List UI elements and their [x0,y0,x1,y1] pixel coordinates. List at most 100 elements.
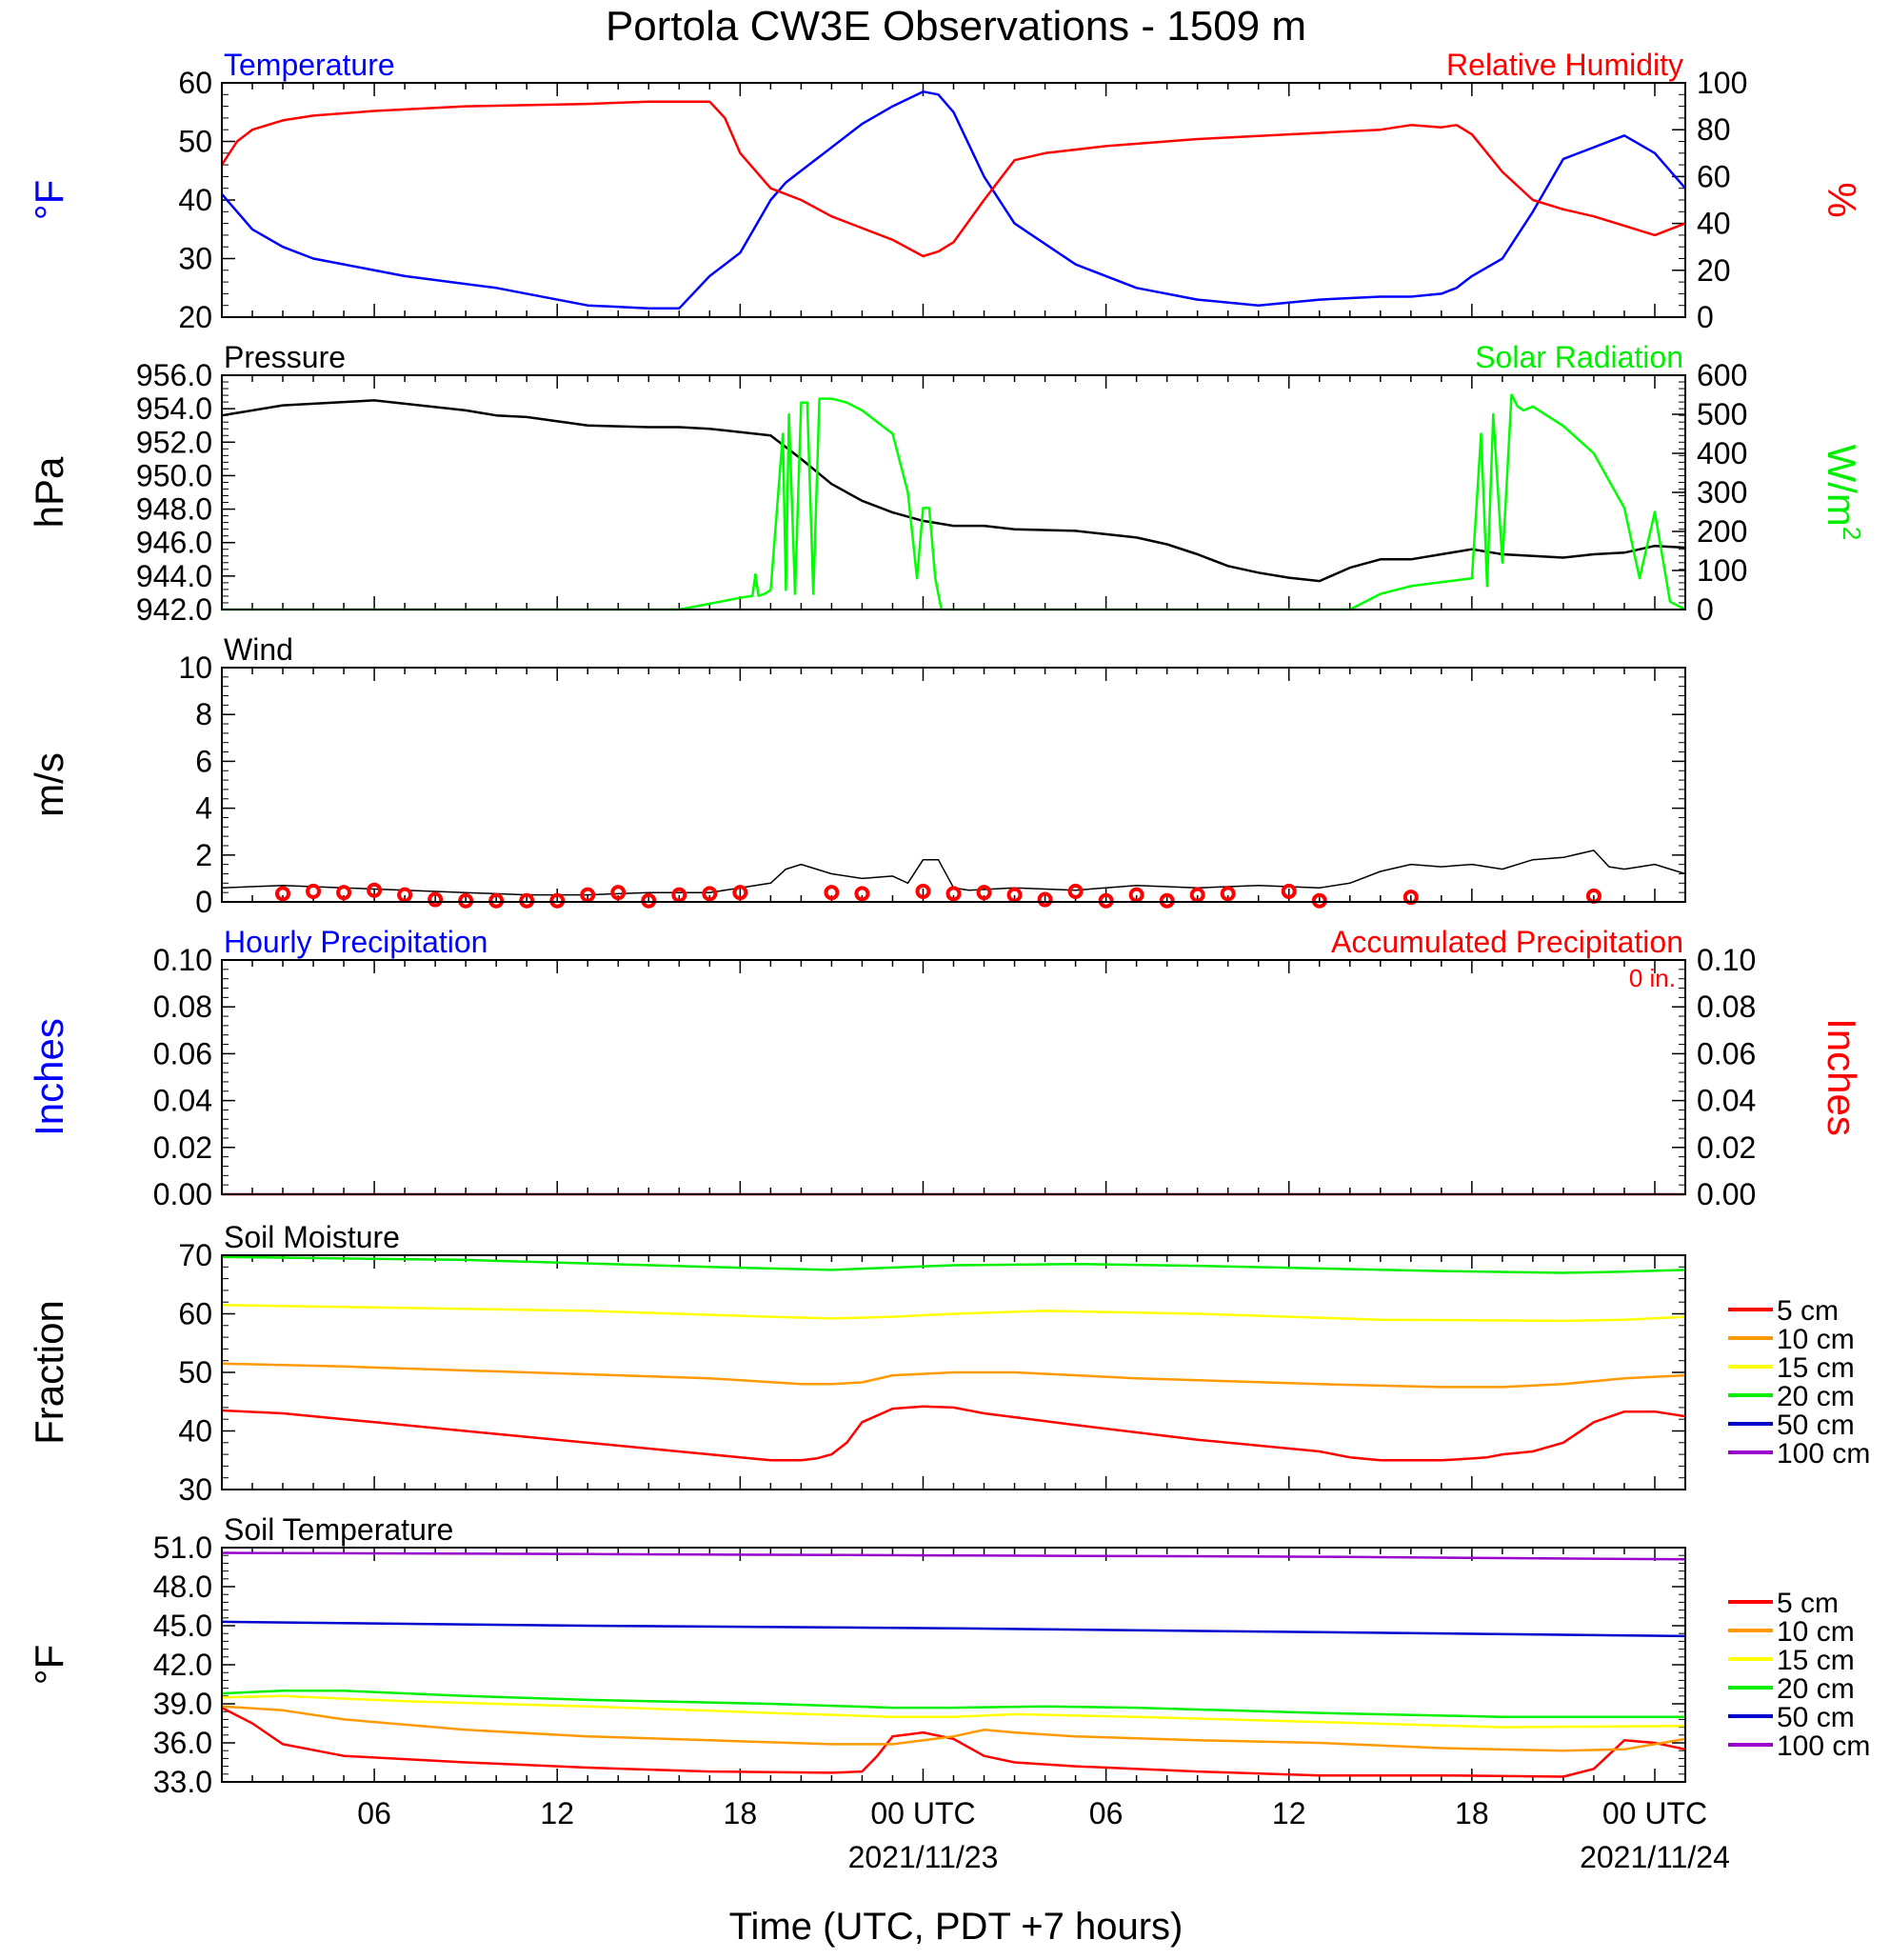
panel-precip: 0.10 0.08 0.06 0.04 0.02 0.00 0.10 0.08 0.06 0.04… [27,925,1864,1211]
y-tick-label-right: 80 [1697,112,1731,147]
panel-soil_temperature: 51.0 48.0 45.0 42.0 39.0 36.0 33.0 Soil Tempera… [27,1512,1870,1799]
y-tick-label-right: 0.10 [1697,943,1756,977]
series-line-15-cm [221,1304,1686,1323]
wind-calm-marker [275,886,291,902]
series-line-5-cm [221,1405,1686,1462]
y-tick-label-left: 4 [195,791,212,826]
wind-calm-marker [397,887,413,903]
y-axis-label-right: W/m2 [1820,445,1866,541]
y-tick-label-left: 946.0 [136,526,212,560]
panel-title-left: Soil Moisture [224,1220,400,1254]
series-line-10-cm [221,1362,1686,1389]
wind-calm-marker [610,885,627,901]
panel-title-left: Soil Temperature [224,1512,453,1547]
y-tick-label-left: 36.0 [153,1726,212,1760]
panel-title-right: Accumulated Precipitation [1331,925,1683,959]
series-line-solar-radiation [222,393,1686,611]
wind-calm-marker [1403,890,1419,906]
panel-frame [221,1547,1686,1783]
x-tick-label: 06 [1089,1796,1124,1830]
legend-label: 5 cm [1777,1588,1839,1619]
legend-label: 15 cm [1777,1645,1855,1676]
wind-calm-marker [1189,887,1205,903]
series-line-wind [221,850,1686,896]
x-tick-label: 18 [1455,1796,1489,1830]
y-tick-label-left: 950.0 [136,458,212,492]
y-tick-label-left: 10 [178,650,212,685]
wind-calm-marker [641,892,657,909]
legend-label: 20 cm [1777,1381,1855,1412]
wind-calm-marker [458,892,474,909]
y-tick-label-right: 0 [1697,300,1714,334]
y-tick-label-right: 0.00 [1697,1177,1756,1211]
y-tick-label-left: 45.0 [153,1609,212,1643]
series-line-pressure [221,399,1686,583]
wind-calm-marker [1006,887,1023,903]
y-tick-label-left: 0.06 [153,1036,212,1070]
wind-calm-marker [1128,887,1144,903]
wind-calm-marker [1037,891,1053,908]
panel-frame [221,1254,1686,1490]
series-line-5-cm [221,1706,1686,1778]
y-tick-label-left: 2 [195,838,212,872]
series-line-20-cm [221,1690,1685,1718]
y-axis-label-left: Fraction [27,1300,71,1445]
panel-title-left: Hourly Precipitation [224,925,487,959]
wind-calm-marker [976,885,992,901]
y-tick-label-left: 42.0 [153,1648,212,1682]
y-tick-label-left: 0 [195,885,212,919]
x-date-label: 2021/11/24 [1580,1840,1730,1874]
y-tick-label-left: 952.0 [136,425,212,459]
wind-calm-marker [1159,892,1175,909]
y-tick-label-right: 400 [1697,436,1747,470]
legend-label: 50 cm [1777,1702,1855,1733]
wind-calm-marker [488,892,505,909]
legend-label: 15 cm [1777,1352,1855,1384]
series-line-relative-humidity [220,100,1686,258]
y-tick-label-left: 40 [178,1414,212,1449]
wind-calm-marker [428,891,444,908]
panel-frame [221,667,1686,903]
y-tick-label-left: 956.0 [136,358,212,392]
series-line-20-cm [221,1255,1686,1274]
panel-title-left: Wind [224,632,293,667]
y-tick-label-right: 200 [1697,514,1747,549]
y-tick-label-left: 948.0 [136,492,212,527]
panel-temp_rh: 60 50 40 30 20 100 80 60 40 20 0 Temperature Relativ… [27,48,1864,334]
x-tick-label: 00 UTC [870,1796,975,1830]
y-tick-label-right: 600 [1697,358,1747,392]
wind-calm-marker [336,885,352,901]
wind-calm-marker [824,885,840,901]
panel-frame [221,82,1686,318]
y-tick-label-left: 0.04 [153,1084,212,1118]
panel-title-right: Solar Radiation [1475,340,1683,374]
y-tick-label-left: 942.0 [136,592,212,627]
wind-calm-marker [1220,886,1236,902]
x-tick-label: 12 [1272,1796,1306,1830]
series-line-15-cm [221,1694,1686,1729]
legend-label: 100 cm [1777,1438,1870,1470]
wind-calm-marker [306,883,322,899]
chart-title: Portola CW3E Observations - 1509 m [606,3,1306,50]
y-axis-label-left: Inches [27,1018,71,1136]
y-tick-label-left: 954.0 [136,391,212,426]
y-tick-label-right: 500 [1697,397,1747,431]
y-tick-label-left: 0.02 [153,1130,212,1165]
wind-calm-marker [854,886,870,902]
y-tick-label-right: 0 [1697,592,1714,627]
y-tick-label-right: 0.02 [1697,1130,1756,1165]
y-axis-label-right: Inches [1820,1018,1864,1136]
y-tick-label-left: 48.0 [153,1570,212,1604]
wind-calm-marker [671,887,687,903]
x-date-label: 2021/11/23 [848,1840,999,1874]
y-tick-label-left: 20 [178,300,212,334]
wind-calm-marker [1281,883,1297,899]
y-tick-label-right: 300 [1697,475,1747,510]
y-axis-label-left: °F [27,1645,71,1685]
wind-calm-marker [1067,883,1084,899]
panel-frame [221,959,1686,1195]
